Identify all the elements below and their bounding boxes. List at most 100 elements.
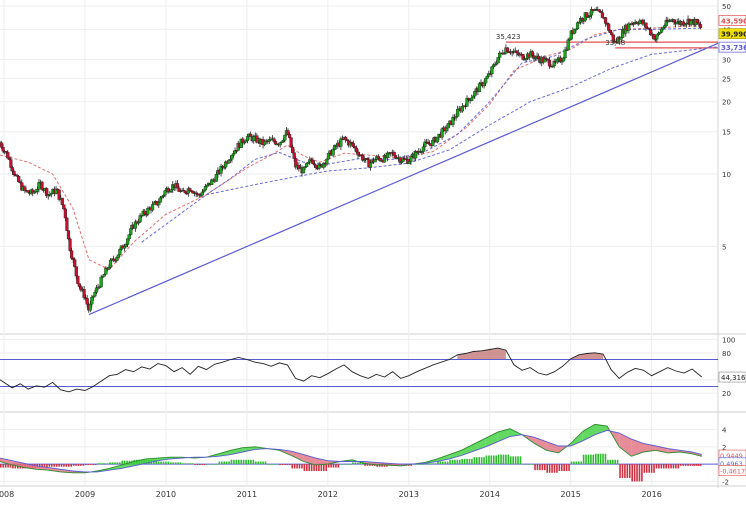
candle-up [37, 182, 41, 190]
macd-histogram-bar [558, 464, 561, 472]
macd-bear-fill [315, 458, 328, 465]
candle-up [127, 234, 131, 240]
macd-histogram-bar [48, 464, 51, 467]
macd-histogram-bar [437, 461, 439, 465]
candle-up [169, 189, 173, 192]
candle-up [331, 149, 335, 156]
macd-histogram-bar [72, 464, 75, 466]
moving-average-line [0, 154, 272, 271]
candle-up [129, 228, 133, 235]
x-tick-label: 2015 [560, 490, 580, 499]
macd-histogram-bar [667, 464, 670, 469]
candle-up [160, 196, 164, 199]
macd-histogram-bar [77, 464, 80, 466]
x-tick-label: 2016 [641, 490, 661, 499]
candle-down [188, 188, 192, 191]
macd-histogram-bar [679, 464, 682, 466]
macd-histogram-bar [366, 464, 369, 466]
macd-histogram-bar [697, 464, 700, 466]
macd-histogram-bar [439, 461, 442, 465]
macd-histogram-bar [650, 464, 653, 473]
x-tick-label: 2012 [318, 490, 338, 499]
candle-up [138, 215, 142, 223]
candle-down [521, 54, 525, 60]
macd-histogram-bar [695, 464, 698, 466]
macd-histogram-bar [50, 464, 53, 467]
macd-histogram-bar [509, 456, 512, 465]
candle-up [490, 66, 494, 75]
macd-histogram-bar [497, 454, 500, 465]
macd-histogram-bar [662, 464, 665, 469]
candle-up [563, 49, 567, 59]
macd-histogram-bar [4, 464, 7, 468]
macd-histogram-bar [179, 462, 182, 465]
macd-histogram-bar [556, 464, 558, 473]
macd-histogram-bar [228, 461, 230, 465]
macd-histogram-bar [553, 464, 556, 473]
candle-down [353, 146, 357, 149]
macd-histogram-bar [274, 464, 277, 465]
candle-up [283, 134, 287, 141]
candle-up [116, 254, 120, 258]
macd-histogram-bar [526, 464, 529, 465]
macd-histogram-bar [619, 464, 621, 478]
macd-histogram-bar [172, 462, 175, 465]
trend-line [88, 42, 719, 316]
macd-histogram-bar [466, 458, 468, 465]
candle-down [60, 197, 64, 205]
macd-histogram-bar [223, 461, 226, 465]
macd-histogram-bar [218, 461, 221, 465]
macd-histogram-bar [432, 463, 434, 465]
macd-histogram-bar [335, 464, 337, 468]
candle-up [107, 266, 111, 270]
macd-histogram-bar [191, 463, 194, 465]
macd-histogram-bar [298, 464, 301, 469]
candle-up [496, 57, 500, 64]
candle-up [278, 142, 282, 146]
macd-histogram-bar [604, 453, 607, 465]
macd-histogram-bar [621, 464, 624, 478]
macd-histogram-bar [587, 454, 590, 465]
macd-bull-fill [242, 446, 255, 452]
macd-histogram-value-label: -0,4617 [720, 468, 745, 476]
macd-bull-fill [461, 444, 474, 456]
candle-up [561, 57, 566, 62]
macd-histogram-bar [199, 464, 201, 465]
macd-histogram-bar [116, 462, 119, 465]
macd-histogram-bar [699, 464, 702, 466]
macd-histogram-bar [250, 459, 252, 465]
candle-up [163, 190, 167, 196]
macd-histogram-bar [609, 459, 612, 465]
candle-down [608, 30, 612, 33]
macd-histogram-bar [660, 464, 663, 469]
macd-histogram-bar [211, 464, 213, 465]
macd-histogram-bar [524, 464, 527, 465]
macd-histogram-bar [123, 460, 126, 465]
candle-down [672, 19, 676, 23]
macd-histogram-bar [9, 464, 12, 468]
macd-histogram-bar [97, 463, 99, 465]
macd-histogram-bar [220, 461, 223, 465]
candle-up [126, 238, 130, 245]
macd-histogram-bar [463, 458, 466, 465]
macd-histogram-bar [7, 464, 9, 468]
macd-histogram-bar [208, 464, 211, 465]
macd-histogram-bar [203, 464, 206, 465]
macd-histogram-bar [529, 464, 531, 465]
candle-up [575, 22, 580, 30]
macd-histogram-bar [264, 461, 267, 465]
macd-histogram-bar [354, 462, 357, 465]
macd-histogram-bar [633, 464, 636, 482]
macd-histogram-bar [636, 464, 638, 482]
macd-bear-fill [534, 437, 547, 451]
candle-up [214, 174, 218, 182]
moving-average-line [141, 46, 719, 243]
macd-histogram-bar [444, 461, 446, 465]
macd-histogram-bar [330, 464, 332, 468]
candle-up [446, 123, 450, 129]
candle-down [466, 97, 471, 100]
macd-histogram-bar [174, 462, 177, 465]
candle-up [227, 160, 231, 164]
macd-histogram-bar [247, 459, 250, 465]
macd-histogram-bar [543, 464, 546, 471]
